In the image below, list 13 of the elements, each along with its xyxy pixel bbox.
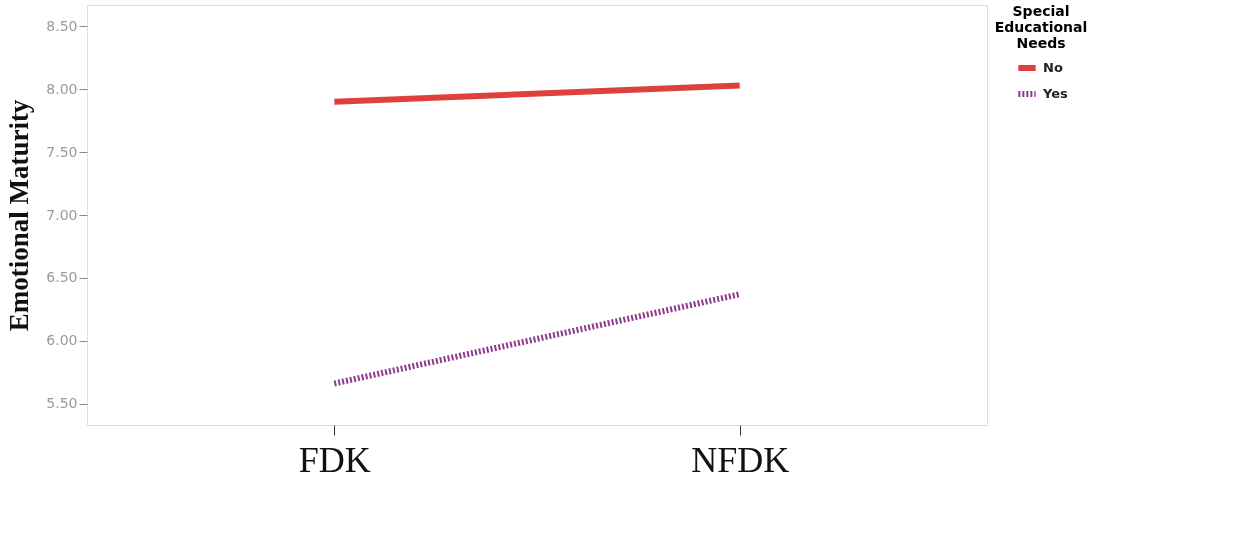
x-tick-label: FDK: [298, 439, 371, 480]
y-tick-label: 7.00: [46, 206, 78, 223]
y-tick-label: 6.50: [46, 269, 78, 286]
x-tick-label: NFDK: [691, 439, 790, 480]
y-tick-label: 8.00: [46, 80, 78, 97]
y-axis-title: Emotional Maturity: [4, 99, 35, 332]
y-tick-label: 8.50: [46, 17, 78, 34]
legend-label: No: [1043, 60, 1063, 75]
legend-label: Yes: [1042, 86, 1069, 101]
y-tick-label: 5.50: [46, 395, 78, 412]
y-tick-label: 7.50: [46, 143, 78, 160]
legend-title: Special Educational Needs: [994, 3, 1088, 51]
y-tick-label: 6.00: [46, 332, 78, 349]
